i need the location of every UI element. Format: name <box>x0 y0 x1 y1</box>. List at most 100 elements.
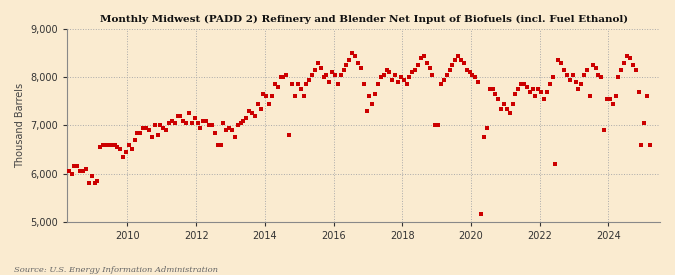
Point <box>186 121 197 125</box>
Point <box>75 169 86 173</box>
Point <box>135 130 146 135</box>
Point <box>476 212 487 217</box>
Point <box>66 171 77 176</box>
Point <box>518 82 529 87</box>
Point <box>98 142 109 147</box>
Point <box>344 58 355 63</box>
Point <box>175 114 186 118</box>
Point <box>450 58 460 63</box>
Point <box>252 101 263 106</box>
Point <box>467 73 478 77</box>
Point <box>421 60 432 65</box>
Point <box>516 82 526 87</box>
Point <box>287 82 298 87</box>
Point <box>86 174 97 178</box>
Point <box>89 181 100 185</box>
Point <box>178 118 189 123</box>
Point <box>564 78 575 82</box>
Point <box>155 123 166 128</box>
Point <box>527 87 538 92</box>
Point <box>244 109 254 113</box>
Point <box>630 68 641 72</box>
Point <box>80 167 91 171</box>
Point <box>605 97 616 101</box>
Text: Source: U.S. Energy Information Administration: Source: U.S. Energy Information Administ… <box>14 266 217 274</box>
Point <box>573 87 584 92</box>
Point <box>200 118 211 123</box>
Point <box>238 118 249 123</box>
Point <box>559 68 570 72</box>
Point <box>184 111 194 116</box>
Point <box>92 178 103 183</box>
Point <box>541 89 552 94</box>
Point <box>304 78 315 82</box>
Point <box>453 53 464 58</box>
Point <box>593 73 604 77</box>
Point <box>622 53 632 58</box>
Point <box>55 183 65 188</box>
Point <box>69 164 80 169</box>
Point <box>636 142 647 147</box>
Point <box>389 73 400 77</box>
Point <box>645 142 655 147</box>
Point <box>352 60 363 65</box>
Point <box>416 56 427 60</box>
Point <box>510 92 521 96</box>
Point <box>207 123 217 128</box>
Point <box>582 68 593 72</box>
Point <box>356 65 367 70</box>
Point <box>275 75 286 79</box>
Point <box>536 89 547 94</box>
Point <box>290 94 300 99</box>
Point <box>470 75 481 79</box>
Point <box>318 75 329 79</box>
Point <box>161 128 171 132</box>
Point <box>281 73 292 77</box>
Point <box>117 155 128 159</box>
Point <box>556 60 566 65</box>
Point <box>250 114 261 118</box>
Point <box>101 142 111 147</box>
Point <box>599 128 610 132</box>
Point <box>235 121 246 125</box>
Point <box>639 121 649 125</box>
Point <box>140 126 151 130</box>
Point <box>204 123 215 128</box>
Point <box>221 128 232 132</box>
Point <box>378 73 389 77</box>
Point <box>329 73 340 77</box>
Point <box>115 147 126 152</box>
Title: Monthly Midwest (PADD 2) Refinery and Blender Net Input of Biofuels (incl. Fuel : Monthly Midwest (PADD 2) Refinery and Bl… <box>100 15 628 24</box>
Point <box>427 73 438 77</box>
Point <box>624 56 635 60</box>
Point <box>278 75 289 79</box>
Point <box>608 101 618 106</box>
Point <box>163 121 174 125</box>
Point <box>106 142 117 147</box>
Point <box>627 63 638 67</box>
Point <box>504 111 515 116</box>
Point <box>198 118 209 123</box>
Point <box>522 85 533 89</box>
Point <box>138 126 148 130</box>
Point <box>513 87 524 92</box>
Point <box>158 126 169 130</box>
Point <box>601 97 612 101</box>
Point <box>487 87 498 92</box>
Point <box>418 53 429 58</box>
Point <box>267 94 277 99</box>
Point <box>530 94 541 99</box>
Point <box>258 92 269 96</box>
Point <box>241 116 252 120</box>
Point <box>610 94 621 99</box>
Point <box>327 70 338 75</box>
Y-axis label: Thousand Barrels: Thousand Barrels <box>15 83 25 168</box>
Point <box>507 101 518 106</box>
Point <box>613 75 624 79</box>
Point <box>209 130 220 135</box>
Point <box>524 89 535 94</box>
Point <box>412 63 423 67</box>
Point <box>284 133 294 137</box>
Point <box>264 101 275 106</box>
Point <box>435 82 446 87</box>
